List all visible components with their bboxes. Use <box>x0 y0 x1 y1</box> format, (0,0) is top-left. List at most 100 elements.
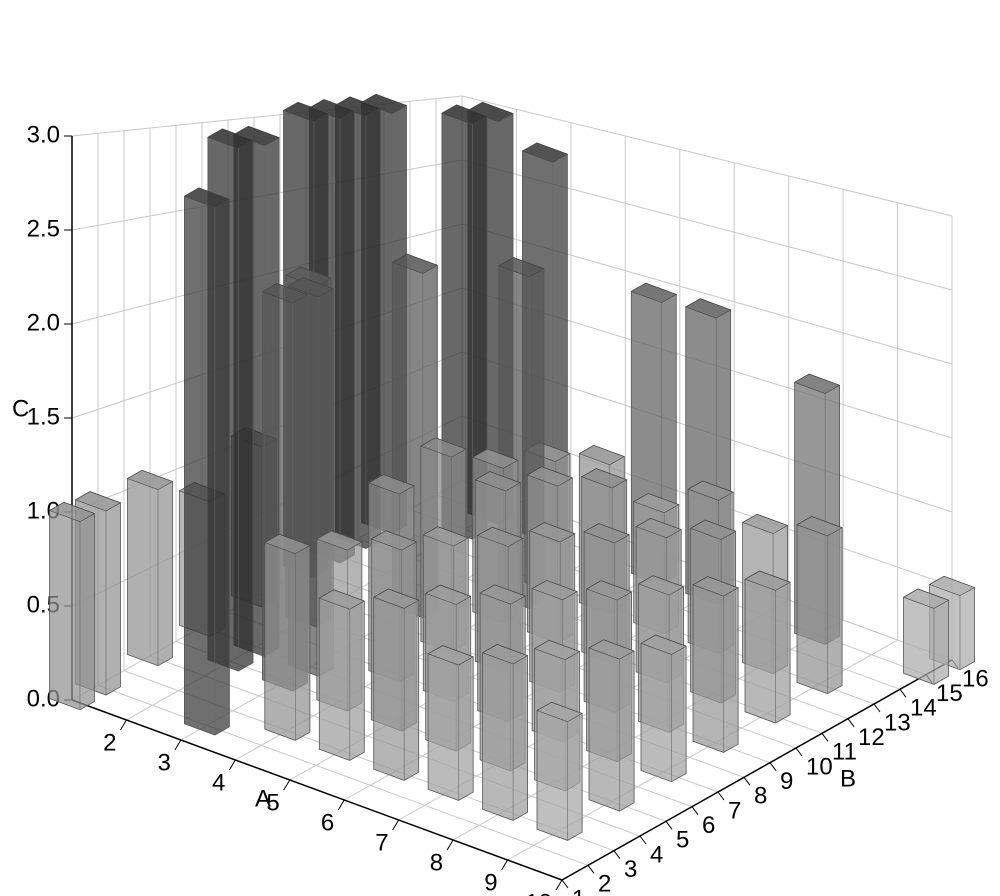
y-tick-label: 7 <box>728 797 741 824</box>
bar <box>427 645 474 801</box>
y-tick <box>613 850 621 859</box>
y-tick <box>847 718 855 727</box>
bar <box>49 501 95 711</box>
x-tick-label: 9 <box>484 869 497 896</box>
x-tick-label: 8 <box>430 849 443 876</box>
bar-top <box>264 533 311 555</box>
y-tick-label: 8 <box>754 783 767 810</box>
bar-top <box>308 99 356 120</box>
x-tick <box>446 839 454 851</box>
y-tick <box>665 821 673 830</box>
y-tick-label: 11 <box>832 739 857 766</box>
bar <box>183 187 230 736</box>
y-tick-label: 12 <box>858 724 885 751</box>
x-axis-label: A <box>255 785 271 812</box>
x-tick <box>337 799 345 811</box>
y-axis-label: B <box>840 765 856 792</box>
bar-top <box>498 257 545 278</box>
bar-top <box>424 584 472 605</box>
bar-top <box>588 639 635 660</box>
x-tick-label: 3 <box>158 749 171 776</box>
bar-top <box>578 445 626 466</box>
bar-top <box>796 516 843 537</box>
y-tick-label: 10 <box>806 753 833 780</box>
bar-top <box>318 589 366 610</box>
x-tick <box>174 739 182 751</box>
z-tick-label: 2.0 <box>27 309 60 336</box>
bar-top <box>928 575 976 597</box>
bar-top <box>580 468 628 489</box>
bar-top <box>420 437 467 458</box>
y-tick <box>769 762 777 771</box>
x-tick <box>283 779 291 791</box>
y-tick-label: 13 <box>884 709 911 736</box>
bar <box>264 533 311 741</box>
y-tick-label: 15 <box>936 680 963 707</box>
bar <box>692 576 739 753</box>
x-tick <box>555 879 563 891</box>
z-tick-label: 1.5 <box>27 403 60 430</box>
y-tick <box>873 703 881 713</box>
y-tick <box>899 689 907 698</box>
x-tick <box>120 719 127 731</box>
z-axis-label: C <box>12 395 29 422</box>
bar-top <box>583 523 630 544</box>
bar <box>588 639 635 812</box>
bar-top <box>334 96 382 117</box>
bar-top <box>640 634 687 655</box>
bar <box>318 589 365 761</box>
bar-top <box>528 522 576 543</box>
bar-top <box>207 128 254 149</box>
y-tick-label: 1 <box>572 885 585 896</box>
bar-top <box>689 519 737 540</box>
bar <box>373 588 420 781</box>
x-tick-label: 7 <box>375 829 388 856</box>
bar-top <box>282 101 330 123</box>
y-tick <box>639 835 647 845</box>
y-tick-label: 2 <box>598 871 611 896</box>
y-tick-label: 3 <box>624 856 637 883</box>
bar <box>744 570 791 724</box>
bar-top <box>637 575 685 596</box>
bar <box>536 701 583 841</box>
bar <box>482 644 528 821</box>
x-tick <box>392 819 400 831</box>
y-tick <box>743 777 751 786</box>
bar-top <box>48 501 96 523</box>
bar-top <box>536 701 583 723</box>
bar-top <box>692 576 739 597</box>
bar-top <box>531 580 578 601</box>
axis-line <box>561 659 953 881</box>
bar-top <box>126 469 174 491</box>
y-tick <box>717 791 725 801</box>
bar-top <box>585 580 633 601</box>
bar-top <box>632 493 680 514</box>
x-tick-label: 4 <box>212 769 225 796</box>
y-tick-label: 9 <box>780 768 793 795</box>
y-tick-label: 14 <box>910 695 937 722</box>
bar-top <box>687 480 734 501</box>
x-tick-label: 6 <box>321 809 334 836</box>
bar-top <box>370 530 418 551</box>
bar-top <box>368 474 415 495</box>
bar-top <box>233 125 280 147</box>
bar-top <box>422 526 470 547</box>
y-tick <box>691 806 699 815</box>
bar-top <box>287 277 335 298</box>
bar-top <box>533 639 581 661</box>
bar-top <box>479 584 526 605</box>
bar-top <box>741 513 789 535</box>
bar-top <box>521 142 569 163</box>
y-tick <box>561 879 569 889</box>
x-tick-label: 5 <box>266 789 279 816</box>
z-tick-label: 2.5 <box>27 215 60 242</box>
y-tick-label: 4 <box>650 841 663 868</box>
bar-top <box>744 570 791 591</box>
y-tick <box>795 747 803 757</box>
bar-top <box>441 104 488 125</box>
x-tick <box>501 859 508 871</box>
bar-top <box>476 526 524 547</box>
bar-top <box>360 93 408 115</box>
bar-top <box>183 187 231 208</box>
